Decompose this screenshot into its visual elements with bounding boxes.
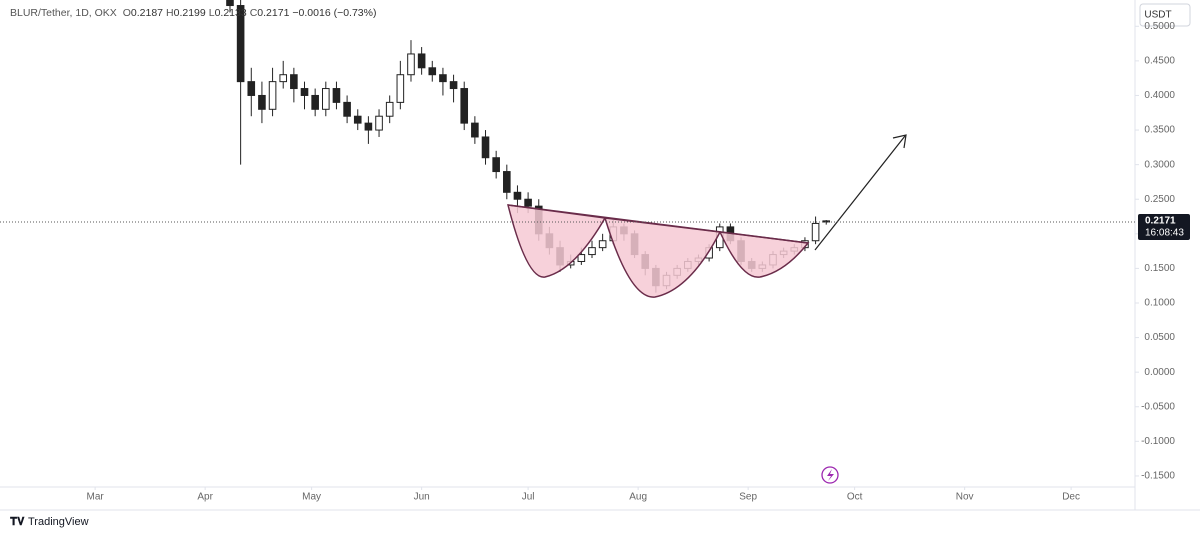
currency-button[interactable] xyxy=(1139,3,1191,27)
y-tick-label: 0.3000 xyxy=(1144,159,1175,170)
candle-body xyxy=(598,240,607,249)
candle-body xyxy=(322,88,330,110)
x-tick-label: Aug xyxy=(629,492,647,503)
symbol-legend: BLUR/Tether, 1D, OKX O0.2187 H0.2199 L0.21… xyxy=(10,7,379,19)
candle-body xyxy=(439,74,447,83)
currency-label: USDT xyxy=(1144,10,1171,21)
candle-body xyxy=(258,94,266,110)
x-tick-label: Sep xyxy=(739,492,757,503)
candle-body xyxy=(524,198,532,207)
candle-body xyxy=(492,157,500,173)
x-tick-label: May xyxy=(302,492,321,503)
y-tick-label: 0.0000 xyxy=(1144,367,1175,378)
candle-body xyxy=(226,0,234,7)
candle-body xyxy=(513,191,522,200)
candle-body xyxy=(332,88,341,103)
arrow-head xyxy=(892,134,907,149)
target-arrow xyxy=(814,135,906,251)
last-price-box xyxy=(1138,213,1190,240)
candle-body xyxy=(300,88,309,96)
x-tick-label: Mar xyxy=(86,492,104,503)
candle-body xyxy=(503,171,511,193)
ohlc-value: 0.2171 xyxy=(257,7,290,19)
ohlc-value: 0.2133 xyxy=(214,7,247,19)
y-tick-label: -0.1000 xyxy=(1141,436,1175,447)
candle-body xyxy=(588,247,596,256)
right-shoulder xyxy=(718,231,810,278)
neckline xyxy=(507,204,809,244)
y-tick-label: 0.2500 xyxy=(1144,194,1175,205)
candle-body xyxy=(417,53,426,69)
y-tick-label: 0.3500 xyxy=(1144,125,1175,136)
candle-body xyxy=(407,53,415,76)
y-tick-label: 0.4000 xyxy=(1144,90,1175,101)
x-tick-label: Dec xyxy=(1062,492,1080,503)
candle-body xyxy=(364,122,373,131)
candle-body xyxy=(279,74,288,83)
candle-body xyxy=(353,115,362,124)
candle-body xyxy=(460,88,469,124)
y-tick-label: 0.0500 xyxy=(1144,332,1175,343)
candle-body xyxy=(577,254,586,262)
price-change: −0.0016 (−0.73%) xyxy=(292,7,377,19)
candle-body xyxy=(385,101,394,117)
ohlc-key: L xyxy=(208,7,215,19)
candle-body xyxy=(481,136,490,159)
y-tick-label: 0.4500 xyxy=(1144,56,1175,67)
countdown: 16:08:43 xyxy=(1145,228,1184,239)
y-tick-label: -0.0500 xyxy=(1141,401,1175,412)
candle-body xyxy=(343,101,351,117)
candle-body xyxy=(428,67,437,76)
ohlc-key: H xyxy=(166,7,174,19)
x-tick-label: Oct xyxy=(847,492,863,503)
candle-body xyxy=(375,115,383,131)
x-tick-label: Jul xyxy=(522,492,535,503)
candle-body xyxy=(311,94,319,110)
x-tick-label: Nov xyxy=(956,492,974,503)
ohlc-key: O xyxy=(122,7,131,19)
ohlc-value: 0.2199 xyxy=(173,7,206,19)
candle-body xyxy=(236,5,245,83)
left-shoulder xyxy=(507,204,607,278)
x-tick-label: Jun xyxy=(414,492,430,503)
candle-body xyxy=(290,74,298,90)
ohlc-value: 0.2187 xyxy=(130,7,164,19)
candle-body xyxy=(822,220,831,223)
y-tick-label: 0.1500 xyxy=(1144,263,1175,274)
x-tick-label: Apr xyxy=(197,492,213,503)
candle-body xyxy=(247,81,256,96)
head xyxy=(603,217,722,298)
y-tick-label: 0.5000 xyxy=(1144,21,1175,32)
y-tick-label: -0.1500 xyxy=(1141,471,1175,482)
last-price-label: 0.2171 xyxy=(1145,216,1176,227)
candle-body xyxy=(449,81,458,90)
brand-name: TradingView xyxy=(28,516,89,528)
brand-logo: 𝐓𝐕 xyxy=(10,516,25,528)
y-tick-label: 0.1000 xyxy=(1144,298,1175,309)
ohlc-key: C xyxy=(249,7,258,19)
event-bolt xyxy=(827,469,834,481)
candle-body xyxy=(396,74,405,103)
symbol-title: BLUR/Tether, 1D, OKX xyxy=(10,7,117,19)
candle-body xyxy=(471,122,479,138)
candle-body xyxy=(811,222,820,242)
candle-body xyxy=(268,81,277,110)
pattern-drawing xyxy=(507,134,907,298)
